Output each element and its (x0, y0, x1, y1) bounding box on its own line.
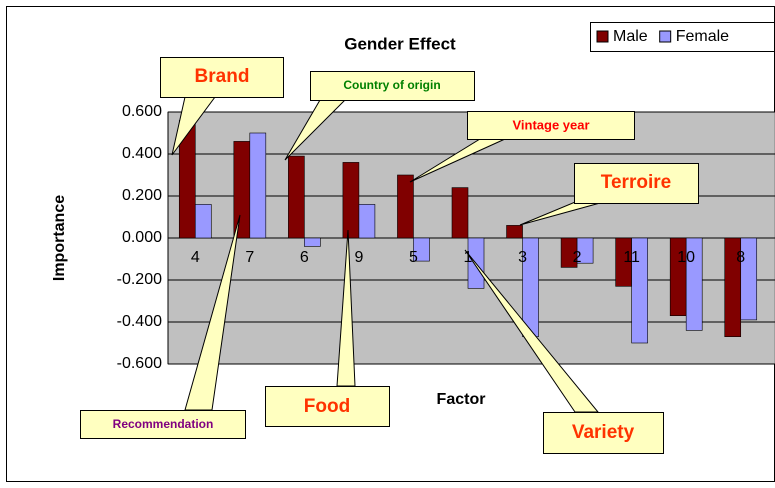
legend: Male Female (590, 22, 775, 52)
callout: Brand (160, 57, 284, 156)
x-tick-label: 9 (354, 249, 363, 266)
bar (342, 162, 360, 239)
bar (249, 132, 267, 239)
callout: Food (265, 229, 390, 427)
bar (740, 237, 758, 321)
callout-box (310, 71, 475, 101)
callout-text: Terroire (601, 172, 671, 193)
bar (631, 237, 648, 344)
callout-box (265, 386, 390, 427)
callout-text: Recommendation (113, 417, 214, 431)
y-tick-label: 0.200 (122, 187, 162, 204)
bar (304, 237, 321, 247)
callout-text: Food (304, 396, 350, 417)
callout: Country of origin (284, 71, 475, 161)
x-tick-label: 4 (191, 249, 200, 266)
bar (576, 237, 594, 264)
x-tick-label: 1 (464, 249, 473, 266)
x-tick-label: 2 (573, 249, 582, 266)
callout-box (574, 163, 699, 204)
x-tick-label: 6 (300, 249, 309, 266)
bar (288, 155, 305, 239)
bar (358, 204, 376, 239)
y-tick-label: 0.000 (122, 229, 162, 246)
legend-swatch (596, 30, 609, 43)
bar (506, 225, 523, 239)
bar (451, 187, 469, 239)
x-tick-label: 5 (409, 249, 418, 266)
chart-title: Gender Effect (344, 34, 456, 53)
legend-swatch (659, 30, 672, 43)
callout-text: Brand (195, 66, 250, 87)
bar (685, 237, 703, 331)
legend-label: Female (676, 28, 729, 45)
callout-text: Variety (572, 422, 635, 443)
callout-text: Country of origin (343, 78, 440, 92)
x-tick-label: 11 (623, 249, 640, 266)
x-tick-label: 8 (736, 249, 745, 266)
callout: Recommendation (80, 214, 246, 439)
bar (413, 237, 430, 262)
y-tick-label: -0.200 (117, 271, 162, 288)
y-tick-label: 0.600 (122, 103, 162, 120)
callout-text: Vintage year (512, 117, 589, 132)
callout-box (467, 111, 635, 140)
x-tick-label: 10 (677, 249, 695, 266)
x-tick-label: 3 (518, 249, 527, 266)
x-tick-label: 7 (245, 249, 254, 266)
callout-box (160, 57, 284, 98)
callout: Variety (464, 249, 664, 454)
y-tick-label: -0.600 (117, 355, 162, 372)
y-axis-title: Importance (51, 195, 68, 281)
y-tick-label: -0.400 (117, 313, 162, 330)
x-axis-title: Factor (437, 391, 486, 408)
legend-label: Male (613, 28, 648, 45)
y-tick-label: 0.400 (122, 145, 162, 162)
bar (233, 141, 251, 239)
bar (397, 174, 414, 239)
callout: Vintage year (409, 111, 635, 183)
callout-box (543, 412, 664, 454)
callout: Terroire (519, 163, 699, 226)
callout-box (80, 410, 246, 439)
bar (194, 204, 212, 239)
